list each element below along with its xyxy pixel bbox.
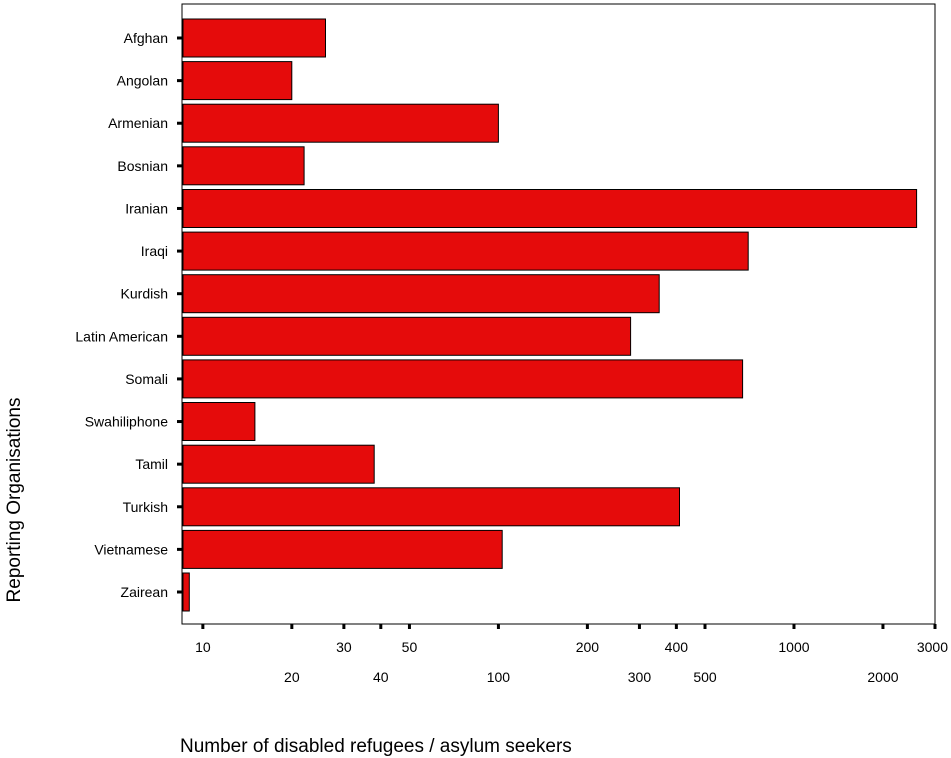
x-tick-label-10: 10	[195, 639, 211, 655]
x-tick-label-20: 20	[284, 669, 300, 685]
category-label-iraqi: Iraqi	[141, 243, 168, 259]
category-label-tamil: Tamil	[135, 456, 168, 472]
bar-iraqi	[182, 231, 749, 271]
bars-group	[182, 18, 918, 612]
bar-bosnian	[182, 146, 305, 186]
x-tick-label-300: 300	[628, 669, 652, 685]
bar-armenian	[182, 103, 499, 143]
bar-tamil	[182, 444, 375, 484]
bar-latin-american	[182, 316, 632, 356]
category-label-swahiliphone: Swahiliphone	[85, 414, 168, 430]
x-tick-label-40: 40	[373, 669, 389, 685]
x-tick-label-3000: 3000	[917, 639, 948, 655]
category-label-zairean: Zairean	[121, 584, 168, 600]
x-tick-label-100: 100	[487, 669, 511, 685]
category-label-afghan: Afghan	[124, 30, 168, 46]
x-tick-label-200: 200	[576, 639, 600, 655]
bar-angolan	[182, 61, 293, 101]
category-label-kurdish: Kurdish	[121, 286, 168, 302]
x-tick-label-30: 30	[336, 639, 352, 655]
bar-zairean	[182, 572, 190, 612]
category-label-iranian: Iranian	[125, 200, 168, 216]
bar-iranian	[182, 189, 918, 228]
category-label-latin-american: Latin American	[75, 328, 168, 344]
y-axis-title: Reporting Organisations	[4, 398, 25, 603]
category-label-angolan: Angolan	[117, 73, 168, 89]
bar-swahiliphone	[182, 402, 256, 441]
category-label-vietnamese: Vietnamese	[94, 541, 168, 557]
bar-kurdish	[182, 274, 660, 314]
bar-vietnamese	[182, 529, 503, 569]
category-label-armenian: Armenian	[108, 115, 168, 131]
x-tick-label-1000: 1000	[778, 639, 809, 655]
x-tick-label-400: 400	[665, 639, 689, 655]
x-axis-title: Number of disabled refugees / asylum see…	[180, 736, 572, 757]
bar-turkish	[182, 487, 680, 527]
bar-afghan	[182, 18, 326, 58]
x-tick-label-50: 50	[402, 639, 418, 655]
category-label-somali: Somali	[125, 371, 168, 387]
x-tick-label-500: 500	[693, 669, 717, 685]
x-tick-label-2000: 2000	[867, 669, 898, 685]
bar-somali	[182, 359, 744, 399]
category-label-bosnian: Bosnian	[117, 158, 168, 174]
category-label-turkish: Turkish	[123, 499, 168, 515]
plot-frame	[181, 3, 936, 625]
category-labels: Afghan Angolan Armenian Bosnian Iranian Iraqi…	[75, 30, 182, 600]
